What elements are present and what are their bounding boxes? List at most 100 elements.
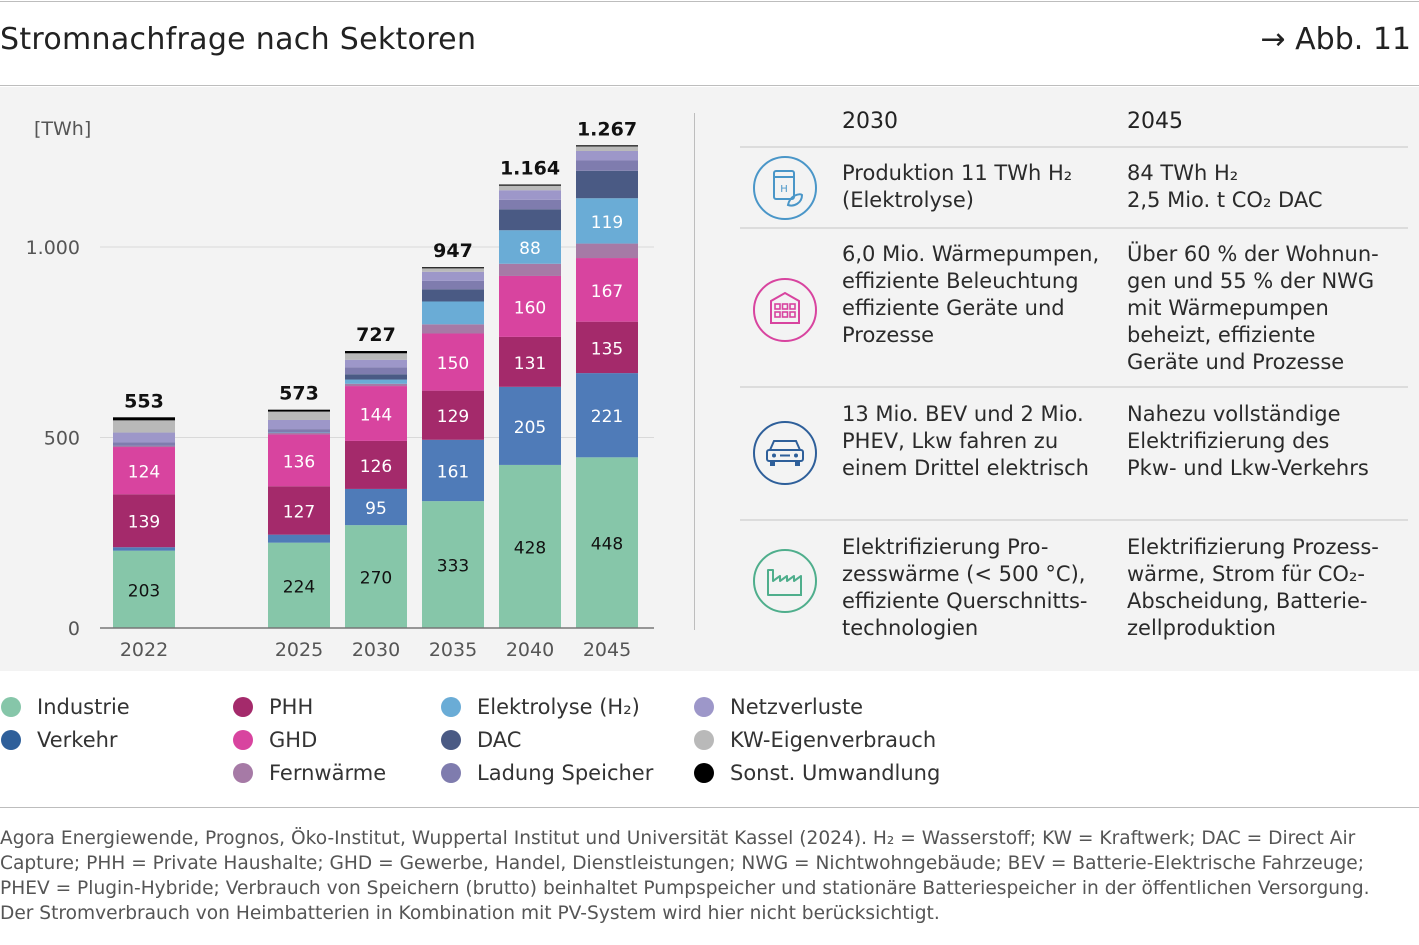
bar-segment <box>345 359 407 368</box>
building-icon <box>753 278 817 342</box>
bar-segment <box>113 494 175 548</box>
bar-segment <box>345 351 407 354</box>
legend-swatch <box>441 730 461 750</box>
data-label: 119 <box>591 213 623 233</box>
row-buildings-2030: 6,0 Mio. Wärmepumpen, effiziente Beleucht… <box>842 242 1100 347</box>
bar-segment <box>268 434 330 487</box>
bar-segment <box>422 301 484 325</box>
bar-segment <box>268 432 330 435</box>
legend-swatch <box>233 697 253 717</box>
bar-segment <box>499 386 561 465</box>
table-divider <box>740 227 1408 229</box>
legend-label: Ladung Speicher <box>477 761 654 785</box>
bar-segment <box>499 230 561 264</box>
table-divider <box>740 146 1408 148</box>
bar-segment <box>576 321 638 374</box>
bar-segment <box>499 464 561 628</box>
row-hydrogen-2045: 84 TWh H₂ 2,5 Mio. t CO₂ DAC <box>1127 161 1323 212</box>
bar-segment <box>268 534 330 543</box>
bar-segment <box>422 280 484 290</box>
source-note: Agora Energiewende, Prognos, Öko-Institu… <box>0 828 1370 924</box>
table-header-2030: 2030 <box>842 109 898 134</box>
bar-segment <box>499 185 561 191</box>
bar-segment <box>576 145 638 147</box>
total-label: 947 <box>433 240 473 262</box>
y-tick-label: 1.000 <box>26 237 80 259</box>
x-tick-label: 2040 <box>506 639 554 661</box>
bar-segment <box>345 353 407 360</box>
legend-label: Verkehr <box>37 728 118 752</box>
bar-segment <box>268 486 330 535</box>
data-label: 135 <box>591 339 623 359</box>
data-label: 150 <box>437 354 469 374</box>
total-label: 727 <box>356 324 396 346</box>
bar-segment <box>113 447 175 495</box>
bar-segment <box>422 268 484 272</box>
bar-segment <box>499 275 561 337</box>
bar-segment <box>422 324 484 334</box>
bar-segment <box>422 439 484 502</box>
legend-swatch <box>694 697 714 717</box>
data-label: 129 <box>437 407 469 427</box>
row-transport-2030: 13 Mio. BEV und 2 Mio. PHEV, Lkw fahren z… <box>842 402 1089 480</box>
bar-segment <box>268 542 330 628</box>
legend-swatch <box>441 763 461 783</box>
legend-label: Fernwärme <box>269 761 387 785</box>
legend-label: Sonst. Umwandlung <box>730 761 941 785</box>
svg-text:H: H <box>780 184 788 195</box>
bar-segment <box>345 367 407 375</box>
bar-segment <box>576 150 638 161</box>
legend-swatch <box>694 730 714 750</box>
bar-segment <box>345 525 407 628</box>
legend-swatch <box>694 763 714 783</box>
bar-segment <box>499 199 561 210</box>
table-divider <box>740 519 1408 521</box>
total-label: 573 <box>279 383 319 405</box>
total-label: 1.267 <box>577 118 637 140</box>
data-label: 124 <box>128 463 160 483</box>
hydrogen-icon: H <box>753 156 817 220</box>
car-icon <box>753 421 817 485</box>
bar-segment <box>576 243 638 259</box>
bar-segment <box>345 374 407 380</box>
table-divider <box>740 386 1408 388</box>
bar-segment <box>576 146 638 151</box>
data-label: 448 <box>591 535 623 555</box>
legend-label: Elektrolyse (H₂) <box>477 695 640 719</box>
bar-segment <box>345 488 407 526</box>
bar-segment <box>422 271 484 281</box>
legend-label: PHH <box>269 695 314 719</box>
data-label: 205 <box>514 418 546 438</box>
legend-label: KW-Eigenverbrauch <box>730 728 937 752</box>
x-tick-label: 2045 <box>583 639 631 661</box>
legend-swatch <box>233 763 253 783</box>
bar-segment <box>422 333 484 391</box>
total-label: 553 <box>124 390 164 412</box>
x-tick-label: 2022 <box>120 639 168 661</box>
bar-segment <box>113 417 175 421</box>
data-label: 131 <box>514 354 546 374</box>
row-industry-2030: Elektrifizierung Pro-zesswärme (< 500 °C… <box>842 535 1088 640</box>
bar-segment <box>113 420 175 433</box>
data-label: 127 <box>283 502 315 522</box>
bar-segment <box>499 184 561 186</box>
bar-segment <box>422 501 484 628</box>
bar-segment <box>113 432 175 443</box>
bar-segment <box>576 160 638 171</box>
bar-segment <box>576 170 638 199</box>
y-tick-label: 0 <box>68 618 80 640</box>
y-tick-label: 500 <box>44 428 80 450</box>
data-label: 167 <box>591 282 623 302</box>
figure-reference: → Abb. 11 <box>1260 22 1411 57</box>
data-label: 203 <box>128 581 160 601</box>
legend-label: Netzverluste <box>730 695 864 719</box>
bar-segment <box>345 440 407 489</box>
bar-segment <box>422 390 484 440</box>
legend-label: DAC <box>477 728 522 752</box>
x-tick-label: 2035 <box>429 639 477 661</box>
data-label: 95 <box>365 499 387 519</box>
bar-segment <box>499 336 561 387</box>
stacked-bar-chart: [TWh] 0 500 1.000 203 139 124 553 2022 224 127 136 5… <box>26 118 654 661</box>
bar-segment <box>499 209 561 231</box>
bar-segment <box>113 550 175 628</box>
